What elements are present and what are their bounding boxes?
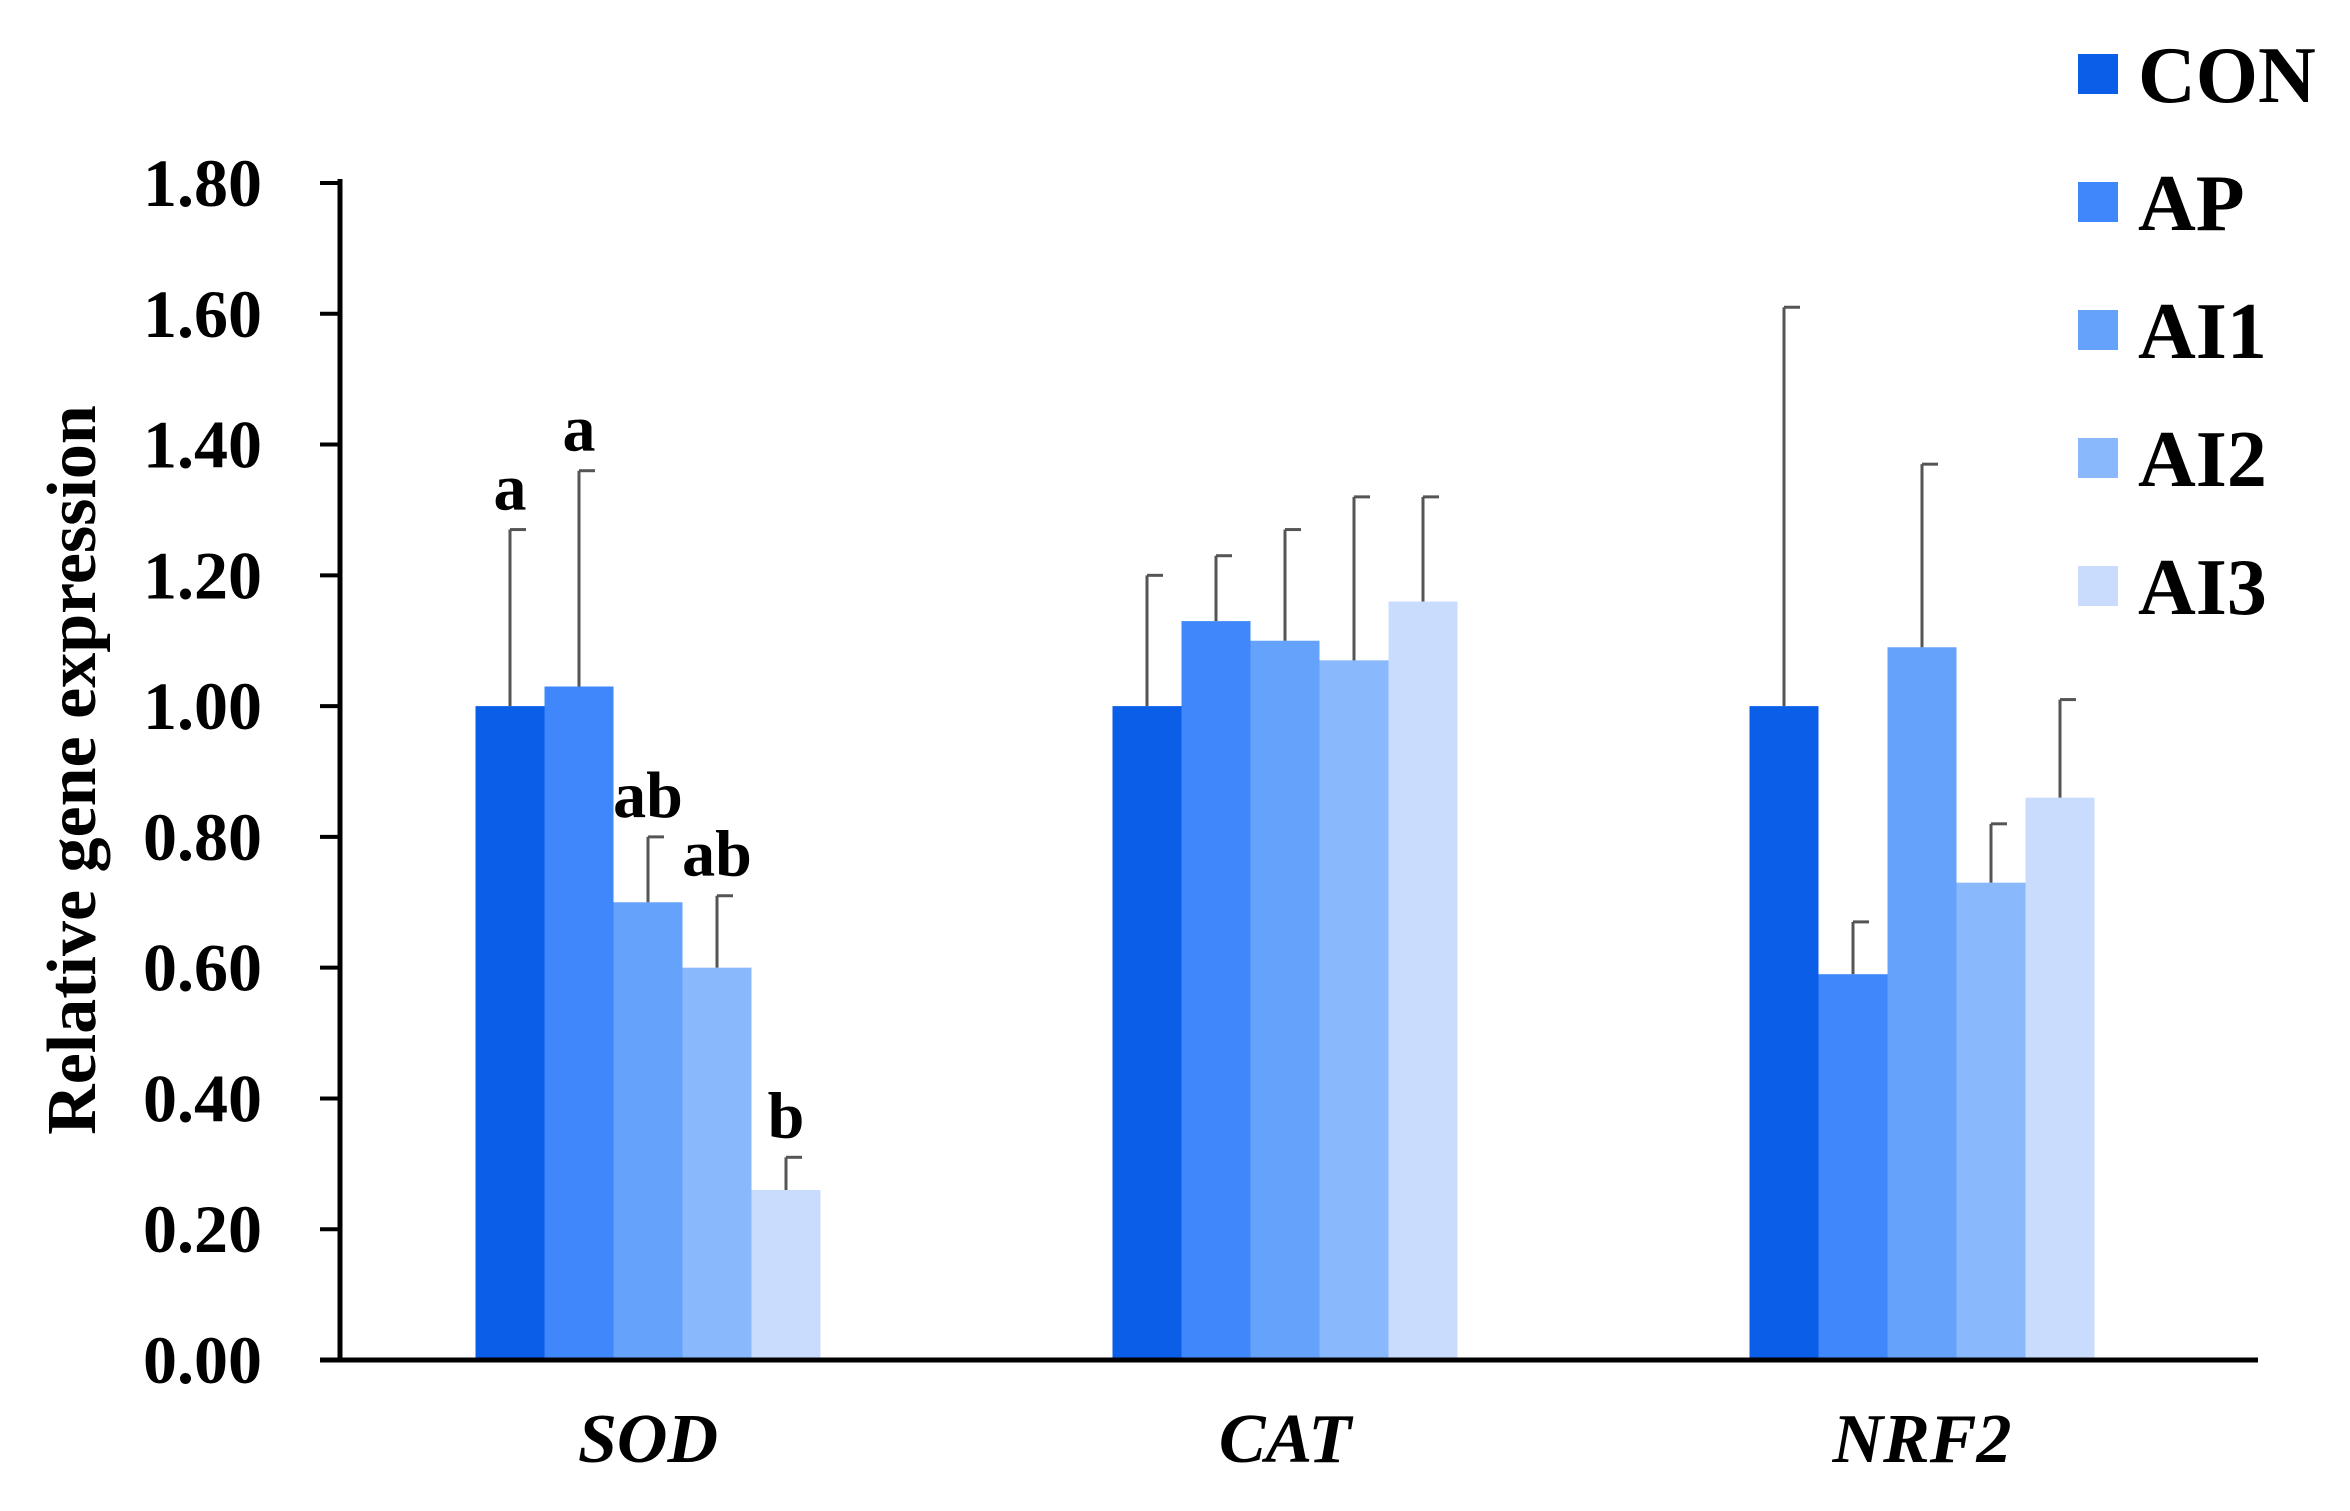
- legend-label-ap: AP: [2138, 160, 2245, 248]
- bar-ai1-sod: [613, 902, 683, 1360]
- legend: CON AP AI1 AI2 AI3: [2078, 32, 2316, 632]
- y-tick-label: 0.80: [143, 799, 262, 875]
- y-tick-label: 1.60: [143, 276, 262, 352]
- legend-swatch-ai2: [2078, 438, 2118, 478]
- axes-layer: 0.00 0.20 0.40 0.60 0.80 1.00 1.20 1.40 1.60 1.80…: [143, 145, 2258, 1478]
- y-tick-label: 1.40: [143, 407, 262, 483]
- y-tick-label: 1.20: [143, 537, 262, 613]
- x-category-label-nrf2: NRF2: [1832, 1401, 2012, 1478]
- bar-ai1-nrf2: [1887, 647, 1957, 1360]
- legend-label-con: CON: [2138, 32, 2316, 120]
- bar-ai3-sod: [751, 1189, 821, 1360]
- legend-swatch-ap: [2078, 182, 2118, 222]
- x-category-label-sod: SOD: [578, 1401, 718, 1478]
- bar-ap-sod: [544, 686, 614, 1360]
- x-category-label-cat: CAT: [1219, 1401, 1355, 1478]
- bar-ap-cat: [1181, 621, 1251, 1360]
- bar-con-nrf2: [1749, 706, 1819, 1360]
- bar-ai2-sod: [682, 967, 752, 1360]
- y-axis-title: Relative gene expression: [34, 405, 111, 1135]
- legend-label-ai3: AI3: [2138, 544, 2267, 632]
- y-tick-label: 1.80: [143, 145, 262, 221]
- y-tick-label: 0.40: [143, 1060, 262, 1136]
- y-tick-label: 1.00: [143, 668, 262, 744]
- significance-label-ai3-sod: b: [768, 1079, 805, 1152]
- y-tick-label: 0.60: [143, 930, 262, 1006]
- bar-ai3-nrf2: [2025, 797, 2095, 1360]
- significance-label-ai2-sod: ab: [682, 818, 752, 891]
- bar-ai1-cat: [1250, 640, 1320, 1360]
- significance-label-ai1-sod: ab: [613, 759, 683, 832]
- legend-label-ai1: AI1: [2138, 288, 2267, 376]
- bar-con-sod: [475, 706, 545, 1360]
- bar-ap-nrf2: [1818, 974, 1888, 1360]
- bar-ai2-nrf2: [1956, 882, 2026, 1360]
- y-tick-label: 0.00: [143, 1322, 262, 1398]
- y-tick-label: 0.20: [143, 1191, 262, 1267]
- significance-label-ap-sod: a: [563, 393, 596, 466]
- bar-ai3-cat: [1388, 601, 1458, 1360]
- bar-con-cat: [1112, 706, 1182, 1360]
- legend-label-ai2: AI2: [2138, 416, 2267, 504]
- legend-swatch-ai1: [2078, 310, 2118, 350]
- legend-swatch-con: [2078, 54, 2118, 94]
- legend-swatch-ai3: [2078, 566, 2118, 606]
- significance-label-con-sod: a: [494, 452, 527, 525]
- bar-ai2-cat: [1319, 660, 1389, 1360]
